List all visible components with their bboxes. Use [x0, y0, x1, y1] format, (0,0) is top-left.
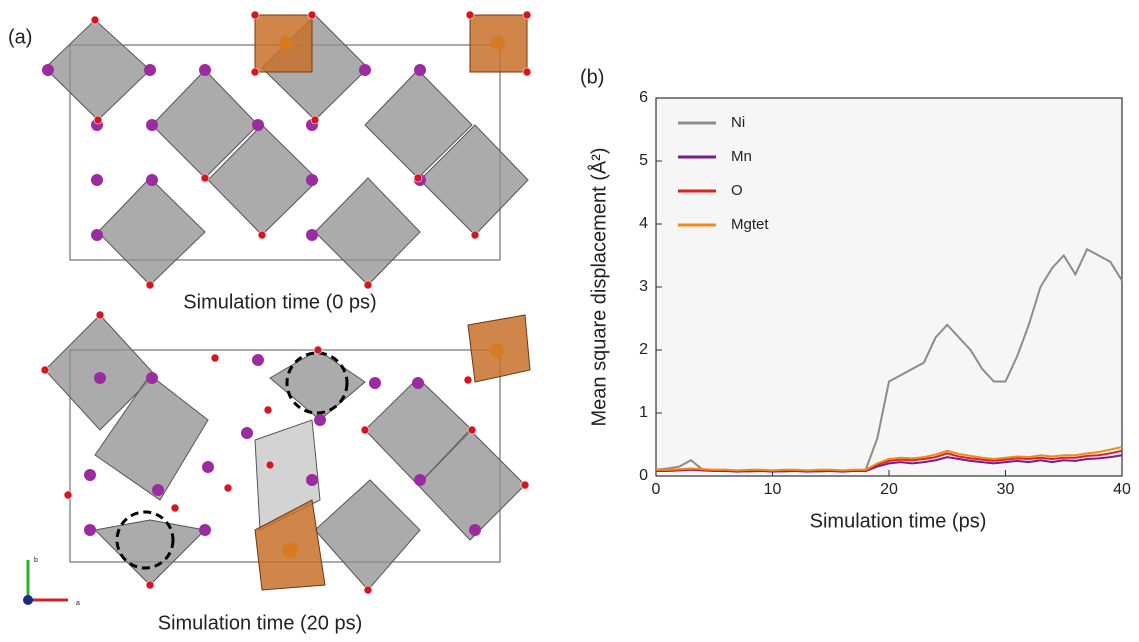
y-tick-label: 0 — [639, 467, 648, 484]
legend-label: Ni — [731, 114, 745, 131]
mg-atom — [282, 542, 298, 558]
octahedron — [98, 178, 205, 285]
mg-atom — [491, 36, 505, 50]
axis-label: b — [34, 557, 38, 564]
octahedron — [45, 20, 150, 120]
y-tick-label: 1 — [639, 404, 648, 421]
y-axis-label: Mean square displacement (Å²) — [587, 147, 610, 426]
axis-label: a — [76, 600, 80, 607]
plot-area — [656, 98, 1122, 476]
x-tick-label: 20 — [880, 481, 898, 498]
x-tick-label: 0 — [652, 481, 661, 498]
legend-label: Mgtet — [731, 216, 769, 233]
y-tick-label: 3 — [639, 278, 648, 295]
y-tick-label: 4 — [639, 215, 648, 232]
legend-label: O — [731, 182, 743, 199]
panel-a: (a) Simulation time (0 ps) — [8, 11, 531, 634]
caption: Simulation time (20 ps) — [158, 612, 363, 634]
octahedron — [315, 178, 420, 285]
x-tick-label: 30 — [997, 481, 1015, 498]
x-tick-label: 40 — [1113, 481, 1131, 498]
panel-label: (b) — [580, 66, 604, 88]
tetrahedron — [270, 350, 365, 420]
panel-label: (a) — [8, 26, 32, 48]
y-tick-label: 6 — [639, 89, 648, 106]
figure: (a) Simulation time (0 ps) — [0, 0, 1139, 642]
octahedron — [315, 480, 420, 590]
caption: Simulation time (0 ps) — [183, 291, 376, 313]
legend-label: Mn — [731, 148, 752, 165]
x-tick-label: 10 — [764, 481, 782, 498]
y-tick-label: 5 — [639, 152, 648, 169]
mg-atom — [279, 36, 293, 50]
mg-atom — [490, 343, 504, 357]
x-axis-label: Simulation time (ps) — [810, 510, 987, 532]
tetrahedron — [95, 520, 205, 585]
y-tick-label: 2 — [639, 341, 648, 358]
axis-origin — [23, 595, 33, 605]
